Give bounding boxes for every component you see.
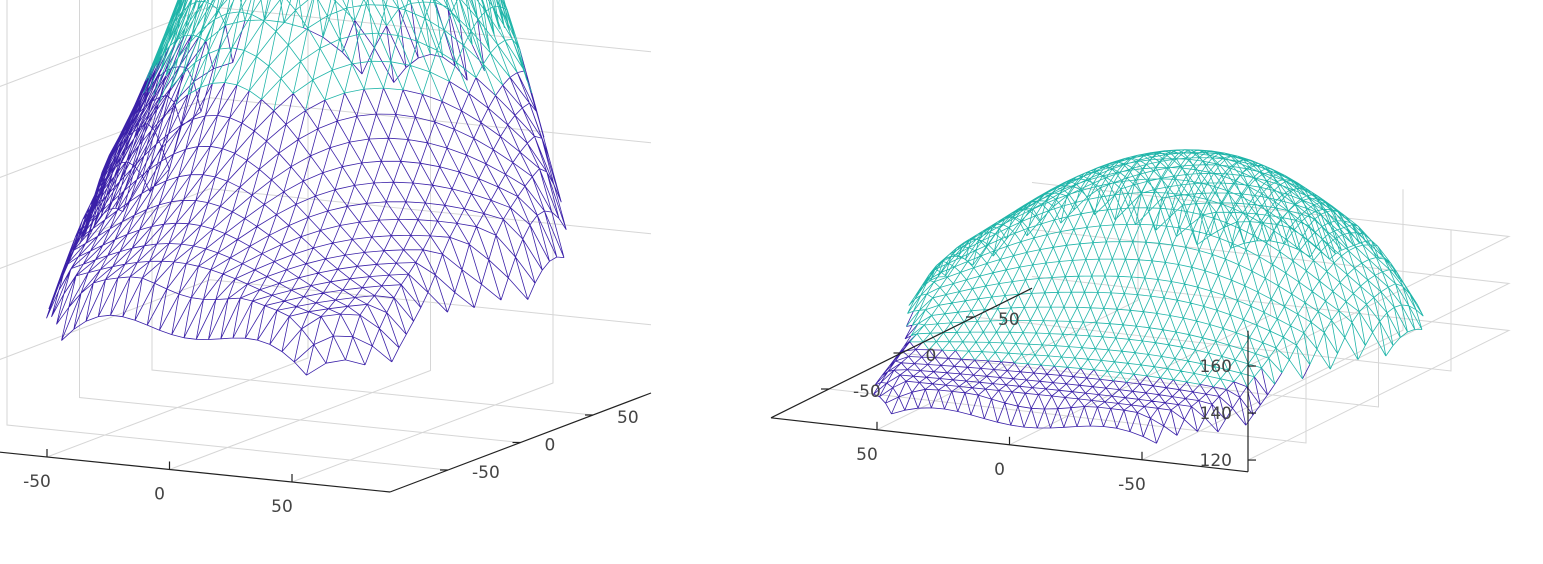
mesh-lower [46, 2, 567, 376]
x-tick-label: 0 [154, 485, 165, 505]
grid-line [0, 279, 652, 360]
z-tick-label: 140 [1200, 404, 1232, 424]
x-tick-label: -50 [23, 472, 51, 492]
grid-line [46, 0, 309, 458]
grid-line [1141, 189, 1404, 461]
axes: 50 0 -50 -50 0 50 120 140 160 [770, 287, 1256, 495]
grid-line [151, 0, 594, 416]
x-tick-label: 50 [271, 497, 293, 517]
y-tick-label: 0 [545, 436, 556, 456]
grid-line [828, 302, 1307, 444]
y-tick-label: 0 [926, 346, 937, 366]
surface-mesh [46, 0, 567, 376]
surface-mesh [873, 149, 1424, 444]
mesh-upper [905, 149, 1424, 390]
surface-plot-right: 50 0 -50 -50 0 50 120 140 160 [770, 149, 1511, 495]
z-tick-label: 120 [1200, 451, 1232, 471]
grid-line [1031, 228, 1511, 414]
mesh-upper [143, 0, 533, 111]
grid-line [79, 0, 521, 443]
x-axis-line [0, 451, 391, 493]
grid-line [6, 0, 449, 471]
grid-lines [0, 0, 652, 483]
grid-line [0, 97, 652, 178]
y-tick-label: 50 [998, 310, 1020, 330]
grid-line [973, 230, 1452, 372]
z-tick-label: 160 [1200, 357, 1232, 377]
y-tick-label: -50 [472, 463, 500, 483]
x-tick-label: -50 [1118, 475, 1146, 495]
y-tick-label: 50 [617, 408, 639, 428]
mesh-lower [873, 310, 1311, 444]
grid-line [901, 266, 1379, 408]
grid-line [1031, 275, 1511, 461]
x-tick-label: 50 [856, 445, 878, 465]
y-tick-label: -50 [853, 382, 881, 402]
grid-line [291, 0, 554, 483]
x-tick-label: 0 [994, 460, 1005, 480]
grid-line [1031, 181, 1511, 367]
